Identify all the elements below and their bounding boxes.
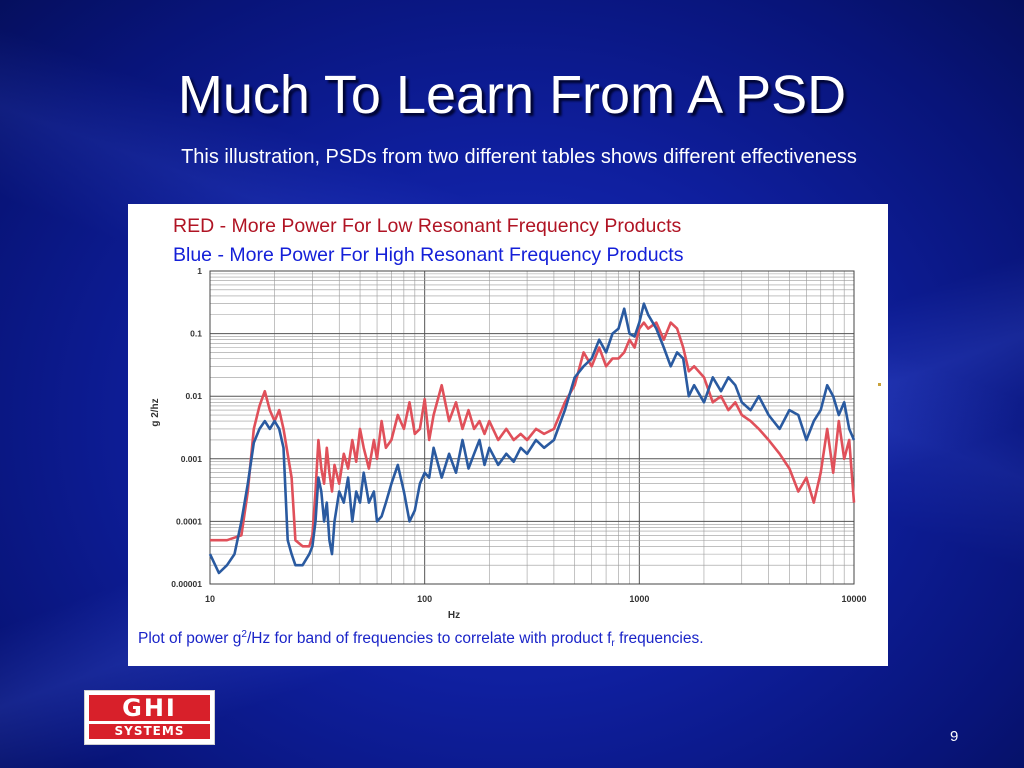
slide-title: Much To Learn From A PSD [177,65,847,125]
caption-part3: frequencies. [614,630,704,647]
y-tick-label: 0.0001 [176,516,202,526]
caption-part2: /Hz for band of frequencies to correlate… [246,630,612,647]
chart-legend: RED - More Power For Low Resonant Freque… [173,212,683,270]
chart-axes [209,270,855,585]
ghi-systems-logo: GHI SYSTEMS [84,690,215,745]
y-tick-label: 0.00001 [171,579,202,589]
caption-sub: r [611,638,615,649]
y-tick-label: 0.01 [185,391,202,401]
plot-border [209,270,855,585]
logo-line1: GHI [89,695,210,722]
x-axis-label: Hz [448,610,460,621]
x-tick-label: 100 [417,594,432,604]
y-tick-label: 1 [197,266,202,276]
caption-part1: Plot of power g [138,630,242,647]
series-line-red [210,321,856,548]
y-tick-label: 0.001 [181,454,203,464]
chart-labels: 10 100 1000 10000 1 0.1 0.01 0.001 0.0001 0.00001… [150,266,867,621]
chart-panel: RED - More Power For Low Resonant Freque… [128,204,888,666]
page-number: 9 [950,728,959,745]
y-tick-label: 0.1 [190,329,202,339]
slide-subtitle: This illustration, PSDs from two differe… [181,146,857,168]
x-tick-label: 1000 [629,594,649,604]
caption-sup: 2 [241,629,247,640]
stray-dot [878,383,881,386]
chart-series [208,302,856,575]
legend-red: RED - More Power For Low Resonant Freque… [173,215,682,237]
series-line-blue [208,302,856,575]
logo-line2: SYSTEMS [89,724,210,739]
legend-blue: Blue - More Power For High Resonant Freq… [173,244,684,266]
x-tick-label: 10000 [841,594,866,604]
psd-chart: 10 100 1000 10000 1 0.1 0.01 0.001 0.0001 0.00001… [150,266,867,621]
chart-grid [209,271,854,585]
x-tick-label: 10 [205,594,215,604]
y-axis-label: g 2/hz [150,398,161,426]
chart-caption: Plot of power g2/Hz for band of frequenc… [138,629,704,649]
